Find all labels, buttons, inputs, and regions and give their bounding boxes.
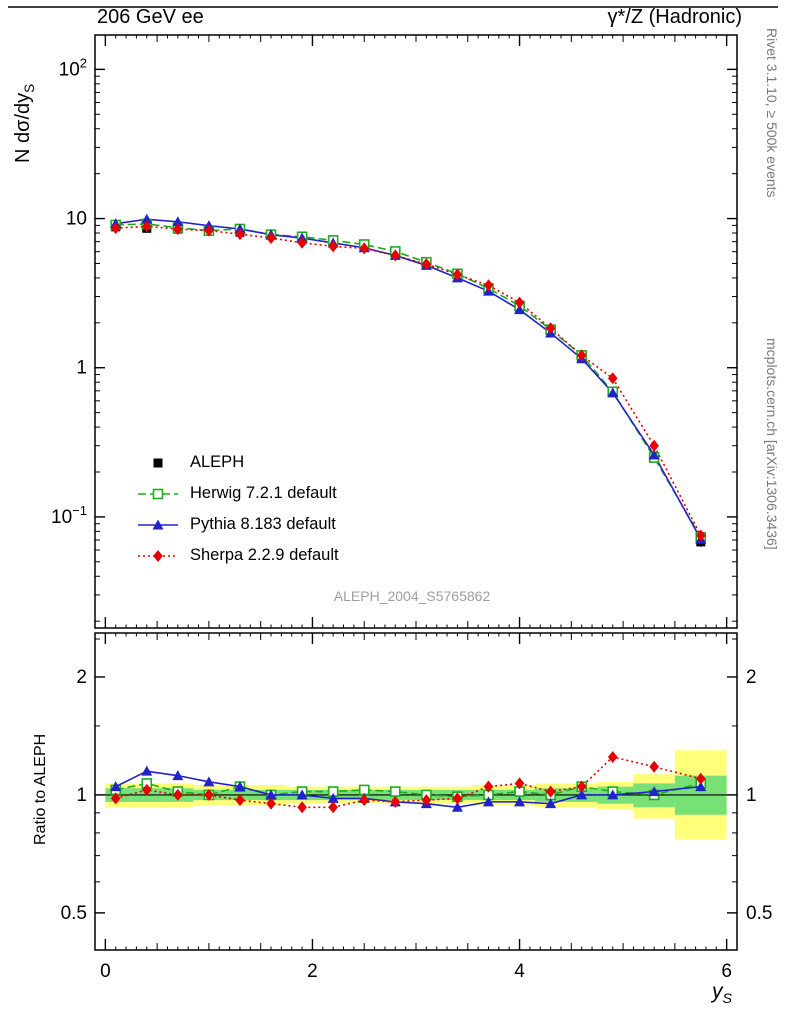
legend-label-pythia: Pythia 8.183 default — [190, 515, 336, 533]
x-axis-label-text: y — [712, 980, 723, 1003]
rivet-version-note: Rivet 3.1.10, ≥ 500k events — [764, 28, 780, 198]
ratio-series — [110, 750, 707, 814]
frames-and-ticks: 0 2 4 6 102 10 1 10−1 2 2 1 1 0.5 0.5 — [8, 6, 778, 982]
legend-marker-herwig-icon — [138, 488, 178, 499]
x-axis-label-subscript: S — [722, 991, 733, 1008]
legend-item-aleph: ALEPH — [136, 447, 339, 478]
legend-label-herwig: Herwig 7.2.1 default — [190, 484, 337, 502]
plot-title-energy: 206 GeV ee — [97, 6, 204, 28]
svg-text:10−1: 10−1 — [51, 503, 87, 528]
legend-item-sherpa: Sherpa 2.2.9 default — [136, 540, 339, 571]
legend-item-pythia: Pythia 8.183 default — [136, 509, 339, 540]
svg-text:2: 2 — [746, 667, 757, 688]
legend-item-herwig: Herwig 7.2.1 default — [136, 478, 339, 509]
y-axis-label-ratio: Ratio to ALEPH — [32, 733, 49, 845]
svg-text:0.5: 0.5 — [61, 903, 87, 924]
y-axis-label-main-text: N dσ/dy — [12, 92, 34, 163]
svg-text:1: 1 — [746, 785, 757, 806]
mcplots-arxiv-note: mcplots.cern.ch [arXiv:1306.3436] — [764, 338, 780, 550]
svg-text:1: 1 — [76, 358, 87, 379]
y-axis-label-main-subscript: S — [22, 83, 37, 93]
svg-text:0: 0 — [100, 961, 111, 982]
legend-label-aleph: ALEPH — [190, 453, 245, 471]
x-axis-label: yS — [712, 980, 732, 1007]
legend: ALEPH Herwig 7.2.1 default Pythia 8.183 … — [136, 447, 339, 571]
plot-title-process: γ*/Z (Hadronic) — [607, 6, 742, 28]
watermark-label: ALEPH_2004_S5765862 — [333, 588, 491, 604]
main-series — [110, 213, 707, 547]
y-axis-label-main: N dσ/dyS — [12, 84, 37, 163]
legend-marker-aleph-icon — [153, 458, 163, 467]
svg-text:2: 2 — [76, 667, 87, 688]
svg-text:10: 10 — [66, 209, 87, 230]
svg-text:2: 2 — [307, 961, 318, 982]
legend-label-sherpa: Sherpa 2.2.9 default — [190, 546, 339, 564]
legend-marker-sherpa-icon — [138, 549, 178, 562]
svg-text:102: 102 — [59, 55, 87, 80]
svg-text:0.5: 0.5 — [746, 903, 772, 924]
svg-text:1: 1 — [76, 785, 87, 806]
legend-marker-pythia-icon — [138, 519, 178, 529]
svg-text:4: 4 — [514, 961, 525, 982]
ratio-uncertainty-bands — [95, 750, 737, 840]
svg-text:6: 6 — [721, 961, 732, 982]
